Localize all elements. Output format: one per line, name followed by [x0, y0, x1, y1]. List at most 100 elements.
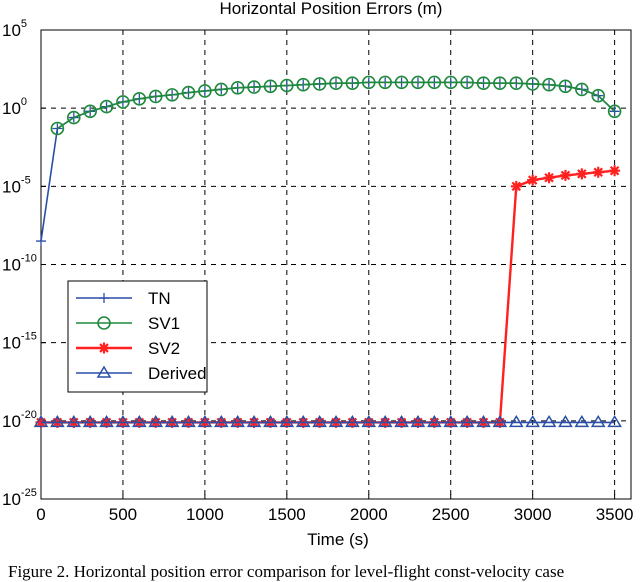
- y-tick-label: 100: [2, 96, 27, 118]
- x-tick-label: 2500: [432, 505, 470, 524]
- x-tick-label: 2000: [350, 505, 388, 524]
- data-point-derived: [246, 414, 262, 428]
- x-tick-label: 1500: [268, 505, 306, 524]
- data-point-sv1: [280, 78, 294, 93]
- legend-item-sv1: SV1: [76, 314, 180, 333]
- data-point-sv1: [148, 89, 163, 104]
- data-point-derived: [82, 414, 98, 428]
- y-tick-label: 10-10: [2, 253, 37, 275]
- data-point-derived: [410, 414, 426, 428]
- data-point-derived: [33, 414, 49, 428]
- data-point-derived: [590, 414, 606, 428]
- data-point-sv1: [230, 81, 245, 95]
- data-point-sv1: [329, 76, 343, 90]
- y-tick-exponent: -10: [21, 253, 37, 265]
- legend-item-sv2: SV2: [76, 339, 180, 358]
- data-point-sv1: [345, 76, 360, 90]
- x-axis-label: Time (s): [307, 530, 369, 549]
- series-sv1: [50, 75, 622, 136]
- data-point-derived: [558, 414, 573, 428]
- data-point-sv1: [247, 80, 261, 94]
- x-tick-label: 500: [109, 505, 137, 524]
- legend-item-tn: TN: [76, 289, 171, 308]
- data-point-sv1: [591, 88, 606, 103]
- data-point-derived: [230, 414, 245, 428]
- y-tick-exponent: -15: [21, 331, 37, 343]
- data-point-sv2: [510, 180, 522, 192]
- legend-label: SV1: [148, 314, 180, 333]
- data-point-sv2: [592, 166, 604, 178]
- data-point-derived: [181, 414, 196, 428]
- data-point-derived: [377, 414, 393, 428]
- y-tick-label: 105: [2, 18, 27, 40]
- data-point-sv1: [443, 75, 458, 90]
- data-point-sv1: [116, 95, 130, 109]
- data-point-sv1: [476, 76, 491, 90]
- legend-label: TN: [148, 289, 171, 308]
- data-point-derived: [361, 414, 377, 428]
- data-point-sv1: [312, 77, 327, 91]
- x-tick-label: 0: [36, 505, 45, 524]
- data-point-sv1: [99, 99, 114, 114]
- y-tick-exponent: 0: [21, 96, 27, 108]
- data-point-sv1: [607, 104, 622, 119]
- data-point-sv2: [559, 169, 571, 181]
- data-point-sv1: [460, 75, 474, 90]
- data-point-sv1: [83, 104, 97, 119]
- data-point-sv1: [427, 75, 442, 90]
- y-tick-label: 10-15: [2, 331, 37, 353]
- x-tick-label: 1000: [186, 505, 224, 524]
- data-point-derived: [312, 414, 327, 428]
- data-point-sv2: [576, 168, 588, 180]
- data-point-derived: [541, 414, 557, 428]
- data-point-derived: [443, 414, 459, 428]
- data-point-derived: [295, 414, 311, 428]
- data-point-derived: [427, 414, 442, 428]
- data-point-derived: [279, 414, 295, 428]
- data-point-derived: [50, 414, 65, 428]
- data-point-sv1: [181, 85, 196, 100]
- data-point-sv2: [543, 172, 555, 184]
- x-tick-label: 3000: [514, 505, 552, 524]
- data-point-derived: [164, 414, 180, 428]
- x-tick-label: 3500: [596, 505, 634, 524]
- data-point-sv1: [198, 84, 212, 98]
- data-point-derived: [459, 414, 475, 428]
- series-layer: [33, 75, 622, 428]
- data-point-derived: [525, 414, 540, 428]
- y-tick-exponent: -25: [21, 487, 37, 499]
- data-point-tn: [36, 236, 46, 247]
- chart-title: Horizontal Position Errors (m): [220, 0, 443, 18]
- data-point-derived: [132, 414, 147, 428]
- data-point-sv1: [66, 110, 81, 125]
- data-point-sv1: [132, 91, 147, 106]
- x-axis-ticks: 0 500 1000 1500 2000 2500 3000 3500: [36, 494, 634, 524]
- y-tick-exponent: 5: [21, 18, 27, 30]
- y-tick-label: 10-25: [2, 487, 37, 509]
- data-point-derived: [328, 414, 344, 428]
- y-tick-label: 10-5: [2, 174, 31, 196]
- legend-marker: [97, 316, 111, 330]
- data-point-sv1: [394, 75, 409, 90]
- series-tn: [36, 77, 620, 247]
- data-point-sv1: [50, 121, 65, 136]
- data-point-sv1: [378, 75, 392, 90]
- y-axis-ticks: 105 100 10-5 10-10 10-15 10-20 10-25: [2, 18, 46, 509]
- data-point-derived: [263, 414, 278, 428]
- data-point-derived: [197, 414, 213, 428]
- data-point-sv1: [558, 79, 573, 94]
- legend: TN SV1 SV2 Derived: [67, 280, 208, 393]
- data-point-derived: [574, 414, 590, 428]
- legend-label: SV2: [148, 339, 180, 358]
- legend-marker: [98, 342, 110, 354]
- data-point-derived: [213, 414, 229, 428]
- data-point-derived: [607, 414, 622, 428]
- series-derived: [33, 414, 622, 428]
- data-point-sv1: [575, 82, 589, 97]
- y-tick-exponent: -20: [21, 409, 37, 421]
- data-point-derived: [394, 414, 409, 428]
- legend-item-derived: Derived: [76, 364, 207, 383]
- data-point-sv2: [527, 174, 539, 186]
- y-tick-label: 10-20: [2, 409, 37, 431]
